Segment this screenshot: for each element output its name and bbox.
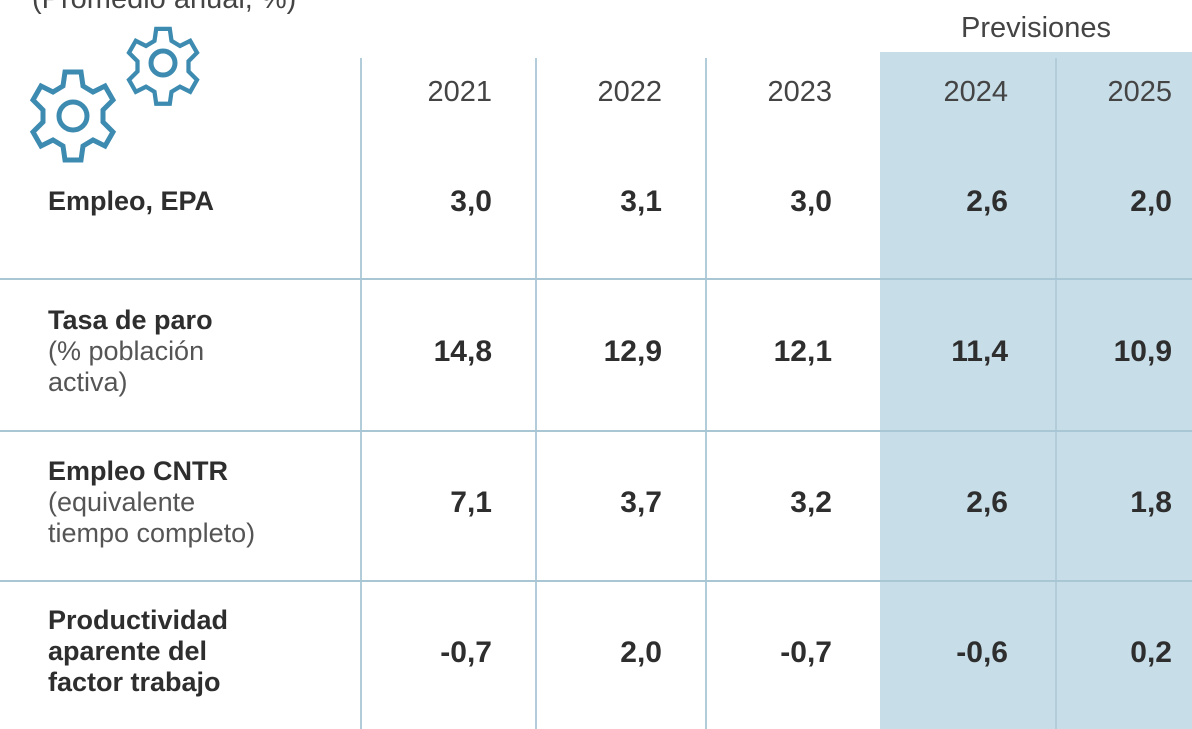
- row-note-line: tiempo completo): [48, 517, 256, 548]
- row-note-line: activa): [48, 366, 128, 397]
- row-label-line: aparente del: [48, 636, 208, 666]
- cell-value: -0,6: [956, 635, 1008, 669]
- row-label: Tasa de paro (% población activa): [48, 305, 358, 398]
- cell-value: 3,0: [790, 185, 832, 218]
- column-divider: [535, 58, 537, 729]
- row-label: Empleo, EPA: [48, 186, 358, 217]
- forecast-shade: [880, 52, 1192, 729]
- row-label: Empleo CNTR (equivalente tiempo completo): [48, 456, 358, 549]
- forecast-label: Previsiones: [961, 12, 1111, 44]
- column-divider: [1055, 58, 1057, 729]
- column-header: 2023: [767, 76, 832, 108]
- cell-value: 12,9: [603, 335, 662, 368]
- cell-value: 3,0: [450, 185, 492, 218]
- cell-value: 2,0: [1130, 185, 1172, 218]
- row-label-line: Tasa de paro: [48, 304, 213, 335]
- column-divider: [360, 58, 362, 729]
- row-label-line: Productividad: [48, 605, 229, 635]
- row-divider: [0, 580, 1192, 582]
- cell-value: 11,4: [951, 335, 1008, 368]
- column-header: 2025: [1107, 76, 1172, 108]
- row-label: Productividad aparente del factor trabajo: [48, 605, 358, 698]
- column-header: 2024: [943, 76, 1008, 108]
- row-label-line: Empleo CNTR: [48, 455, 229, 486]
- column-header: 2021: [427, 76, 492, 108]
- row-label-line: factor trabajo: [48, 667, 221, 697]
- cell-value: 2,0: [620, 635, 662, 669]
- column-header: 2022: [597, 76, 662, 108]
- cell-value: 2,6: [966, 486, 1008, 519]
- cell-value: 0,2: [1130, 635, 1172, 669]
- cell-value: 3,7: [620, 486, 662, 519]
- cell-value: -0,7: [780, 635, 832, 669]
- cell-value: 2,6: [966, 185, 1008, 218]
- cell-value: 10,9: [1113, 335, 1172, 368]
- row-divider: [0, 430, 1192, 432]
- cell-value: 1,8: [1130, 486, 1172, 519]
- gears-icon: [29, 26, 200, 163]
- cell-value: -0,7: [440, 635, 492, 669]
- cell-value: 14,8: [433, 335, 492, 368]
- cell-value: 12,1: [773, 335, 832, 368]
- row-note-line: (% población: [48, 335, 205, 366]
- cell-value: 3,1: [620, 185, 662, 218]
- cell-value: 3,2: [790, 486, 832, 519]
- column-divider: [705, 58, 707, 729]
- note: (Promedio anual, %): [32, 0, 296, 16]
- row-note-line: (equivalente: [48, 486, 196, 517]
- row-label-line: Empleo, EPA: [48, 185, 215, 216]
- cell-value: 7,1: [450, 486, 492, 519]
- row-divider: [0, 278, 1192, 280]
